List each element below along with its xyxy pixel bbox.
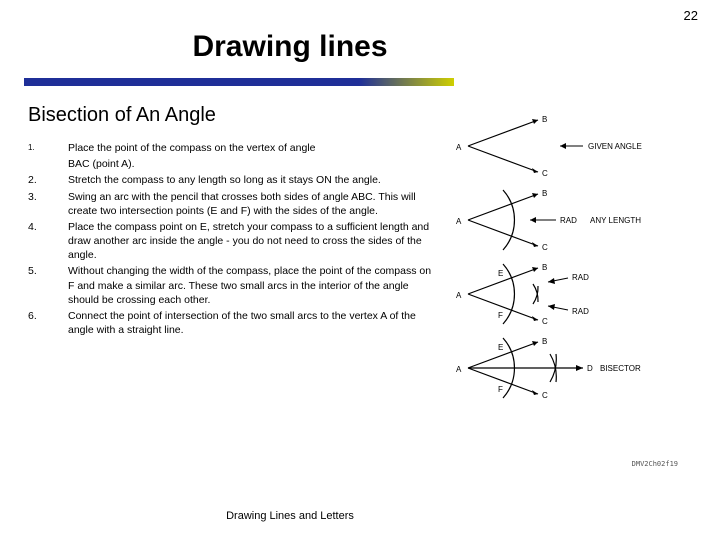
label-E: E [498, 343, 503, 352]
step-text: Connect the point of intersection of the… [68, 309, 438, 337]
label-C: C [542, 317, 548, 326]
step-number: 5. [28, 264, 68, 307]
figure-given-angle: A B C GIVEN ANGLE [448, 110, 678, 182]
accent-bar [24, 78, 454, 86]
slide-title: Drawing lines [0, 0, 720, 78]
step-number [28, 157, 68, 171]
figure-arc-any-length: A B C RAD ANY LENGTH [448, 184, 678, 256]
step-number: 4. [28, 220, 68, 263]
step-number: 6. [28, 309, 68, 337]
label-B: B [542, 337, 547, 346]
step-2: 2. Stretch the compass to any length so … [28, 173, 438, 187]
label-B: B [542, 115, 547, 124]
step-text: Place the point of the compass on the ve… [68, 141, 438, 155]
label-C: C [542, 391, 548, 400]
label-any-length: ANY LENGTH [590, 216, 641, 225]
steps-list: 1. Place the point of the compass on the… [28, 141, 438, 337]
label-C: C [542, 169, 548, 178]
page-number: 22 [684, 8, 698, 23]
label-F: F [498, 311, 503, 320]
label-A: A [456, 365, 462, 374]
step-4: 4. Place the compass point on E, stretch… [28, 220, 438, 263]
subheading: Bisection of An Angle [28, 104, 438, 127]
footer-text: Drawing Lines and Letters [0, 510, 720, 522]
label-bisector: BISECTOR [600, 364, 641, 373]
step-text: Stretch the compass to any length so lon… [68, 173, 438, 187]
label-E: E [498, 269, 503, 278]
step-text: Without changing the width of the compas… [68, 264, 438, 307]
step-text: BAC (point A). [68, 157, 438, 171]
label-F: F [498, 385, 503, 394]
step-3: 3. Swing an arc with the pencil that cro… [28, 190, 438, 218]
step-text: Swing an arc with the pencil that crosse… [68, 190, 438, 218]
step-number: 3. [28, 190, 68, 218]
step-5: 5. Without changing the width of the com… [28, 264, 438, 307]
step-number: 1. [28, 141, 68, 155]
label-rad-2: RAD [572, 307, 589, 316]
step-number: 2. [28, 173, 68, 187]
figure-column: A B C GIVEN ANGLE A B C RAD [448, 104, 702, 404]
label-given-angle: GIVEN ANGLE [588, 142, 642, 151]
label-A: A [456, 143, 462, 152]
step-1-cont: BAC (point A). [28, 157, 438, 171]
label-B: B [542, 263, 547, 272]
step-1: 1. Place the point of the compass on the… [28, 141, 438, 155]
content-area: Bisection of An Angle 1. Place the point… [0, 86, 720, 404]
label-rad: RAD [560, 216, 577, 225]
step-6: 6. Connect the point of intersection of … [28, 309, 438, 337]
label-A: A [456, 217, 462, 226]
label-B: B [542, 189, 547, 198]
label-rad-1: RAD [572, 273, 589, 282]
label-D: D [587, 364, 593, 373]
figure-two-arcs: A B C E F RAD RAD [448, 258, 678, 330]
label-A: A [456, 291, 462, 300]
figure-bisector: A B C E F D BISECTOR [448, 332, 678, 404]
text-column: Bisection of An Angle 1. Place the point… [28, 104, 448, 404]
label-C: C [542, 243, 548, 252]
figure-credit: DMV2Ch02f19 [632, 460, 678, 468]
step-text: Place the compass point on E, stretch yo… [68, 220, 438, 263]
